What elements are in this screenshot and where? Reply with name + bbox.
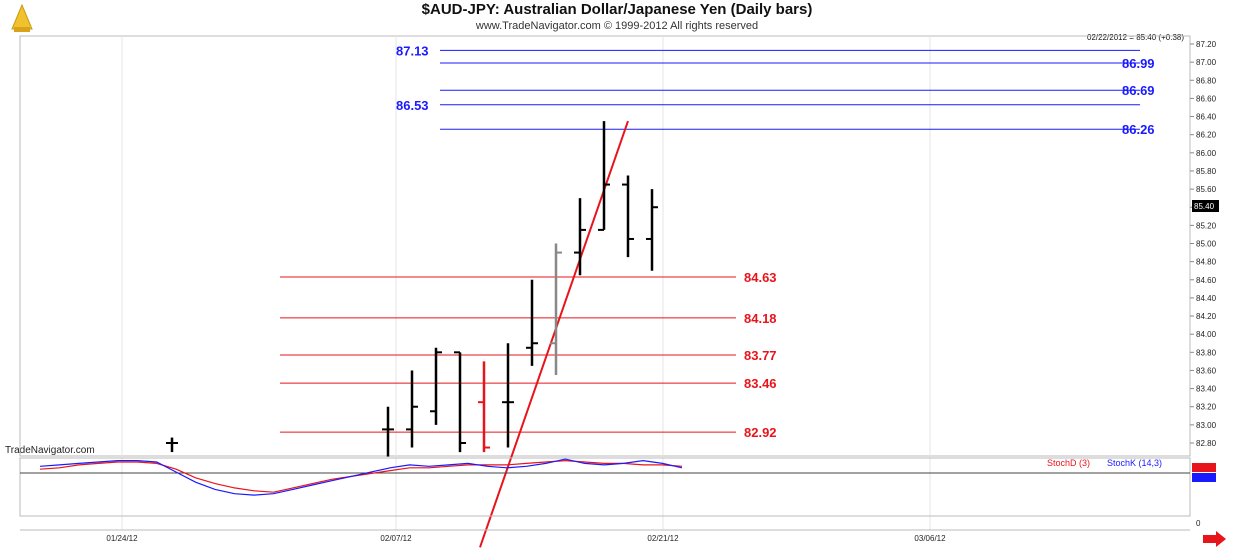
stochd-line — [39, 459, 683, 493]
copyright-subtitle: www.TradeNavigator.com © 1999-2012 All r… — [475, 20, 759, 32]
indicator-panel — [19, 457, 1191, 517]
price-tick-label: 85.60 — [1196, 185, 1217, 194]
fib-level-blue-label: 86.69 — [1122, 83, 1155, 98]
price-tick-label: 86.40 — [1196, 113, 1217, 122]
price-tick-label: 84.00 — [1196, 330, 1217, 339]
price-tick-label: 87.20 — [1196, 40, 1217, 49]
stochk-line — [39, 458, 683, 496]
price-tick-label: 85.20 — [1196, 221, 1217, 230]
fib-level-red-label: 82.92 — [744, 425, 777, 440]
indicator-y-tick-0: 0 — [1196, 519, 1201, 528]
price-tick-label: 86.20 — [1196, 131, 1217, 140]
last-price-badge — [1192, 200, 1219, 212]
last-price-badge-label: 85.40 — [1194, 202, 1215, 211]
scroll-right-arrow-icon[interactable] — [1203, 531, 1226, 547]
fib-level-blue-label: 86.53 — [396, 98, 429, 113]
price-tick-label: 83.20 — [1196, 403, 1217, 412]
date-label: 02/07/12 — [380, 534, 412, 543]
fib-level-red-label: 83.46 — [744, 376, 777, 391]
fib-level-blue-label: 86.26 — [1122, 122, 1155, 137]
price-tick-label: 83.40 — [1196, 385, 1217, 394]
indicator-value-badge — [1192, 463, 1216, 472]
price-tick-label: 86.00 — [1196, 149, 1217, 158]
indicator-value-badge-2 — [1192, 473, 1216, 482]
price-tick-label: 85.00 — [1196, 240, 1217, 249]
trade-navigator-logo-icon — [11, 3, 33, 32]
quote-readout: 02/22/2012 = 85.40 (+0.38) — [1087, 33, 1184, 42]
price-tick-label: 82.80 — [1196, 439, 1217, 448]
date-label: 03/06/12 — [914, 534, 946, 543]
vertical-gridlines — [121, 36, 931, 530]
legend-stochd: StochD (3) — [1047, 458, 1090, 468]
price-tick-label: 84.40 — [1196, 294, 1217, 303]
price-tick-label: 84.60 — [1196, 276, 1217, 285]
chart-title: $AUD-JPY: Australian Dollar/Japanese Yen… — [421, 1, 813, 18]
price-tick-label: 86.80 — [1196, 76, 1217, 85]
fib-level-red-label: 84.63 — [744, 270, 777, 285]
legend-stochk: StochK (14,3) — [1107, 458, 1162, 468]
price-tick-label: 84.80 — [1196, 258, 1217, 267]
watermark-text: TradeNavigator.com — [5, 445, 95, 456]
price-tick-label: 83.60 — [1196, 366, 1217, 375]
fib-level-red-label: 83.77 — [744, 348, 777, 363]
date-labels: 01/24/12 02/07/12 02/21/12 03/06/12 — [106, 534, 946, 543]
price-tick-label: 84.20 — [1196, 312, 1217, 321]
fib-level-blue-label: 87.13 — [396, 43, 429, 58]
fib-level-blue-label: 86.99 — [1122, 56, 1155, 71]
price-tick-label: 87.00 — [1196, 58, 1217, 67]
price-panel — [19, 35, 1191, 457]
fib-level-red-label: 84.18 — [744, 311, 777, 326]
price-tick-label: 83.80 — [1196, 348, 1217, 357]
price-tick-label: 85.80 — [1196, 167, 1217, 176]
ohlc-bars — [166, 121, 658, 457]
date-label: 02/21/12 — [647, 534, 679, 543]
price-tick-label: 83.00 — [1196, 421, 1217, 430]
price-axis: 87.20 87.00 86.80 86.60 86.40 86.20 86.00 85.80… — [1190, 40, 1217, 448]
date-label: 01/24/12 — [106, 534, 138, 543]
price-tick-label: 86.60 — [1196, 94, 1217, 103]
fib-levels: 87.13 86.99 86.69 86.53 86.26 84.63 84.18 83.77… — [280, 43, 1155, 440]
